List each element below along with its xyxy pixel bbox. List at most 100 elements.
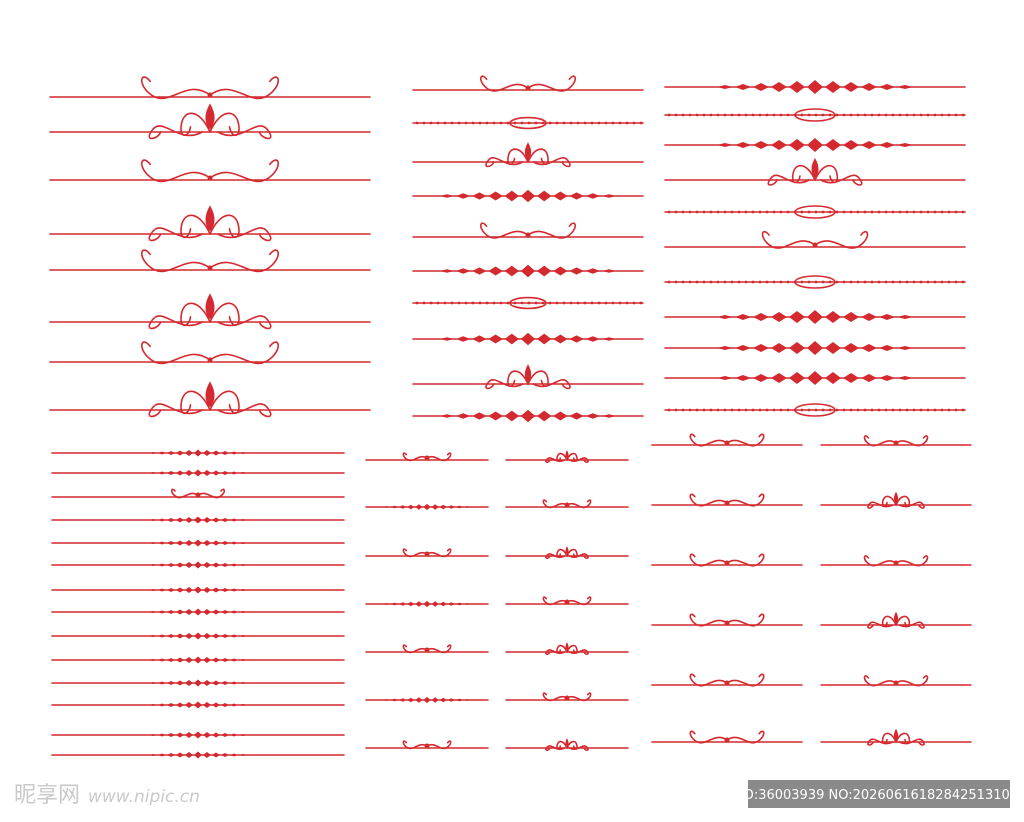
diamond xyxy=(585,193,600,199)
bead xyxy=(618,301,622,305)
flourish-leaf xyxy=(205,205,215,232)
bead xyxy=(751,280,755,284)
diamond xyxy=(585,336,600,342)
scroll xyxy=(402,740,452,750)
diamond xyxy=(239,754,247,756)
bead xyxy=(884,113,888,117)
bead xyxy=(744,280,748,284)
bead xyxy=(842,113,846,117)
bead xyxy=(695,408,699,412)
diamond xyxy=(194,731,202,739)
bead xyxy=(835,210,839,214)
bead xyxy=(800,408,804,412)
bead xyxy=(891,280,895,284)
bead xyxy=(443,301,447,305)
bead xyxy=(821,408,825,412)
bead xyxy=(709,210,713,214)
bead xyxy=(702,408,706,412)
bead xyxy=(926,408,930,412)
diamond xyxy=(212,732,220,738)
bead xyxy=(667,210,671,214)
diamond xyxy=(239,635,247,637)
bead xyxy=(506,301,510,305)
diamond xyxy=(212,562,220,568)
diamond xyxy=(212,657,220,663)
dot xyxy=(812,242,818,248)
diamond xyxy=(879,375,895,381)
bead xyxy=(828,408,832,412)
scroll xyxy=(761,230,869,249)
bead xyxy=(765,113,769,117)
bead xyxy=(667,113,671,117)
diamond xyxy=(843,82,859,92)
diamond xyxy=(439,504,447,510)
diamond xyxy=(221,634,229,638)
diamond xyxy=(825,81,841,93)
diamond xyxy=(194,449,202,457)
diamond xyxy=(158,681,166,685)
diamond xyxy=(203,562,211,568)
diamond xyxy=(415,697,423,703)
bead xyxy=(499,301,503,305)
diamond xyxy=(537,265,552,277)
bead xyxy=(940,210,944,214)
diamond xyxy=(230,703,238,707)
dot xyxy=(724,620,730,626)
dot xyxy=(424,647,430,653)
bead xyxy=(891,210,895,214)
bead xyxy=(926,113,930,117)
diamond xyxy=(203,732,211,738)
diamond xyxy=(176,680,184,686)
bead xyxy=(548,121,552,125)
bead xyxy=(583,301,587,305)
bead xyxy=(814,113,818,117)
diamond xyxy=(382,506,391,508)
diamond xyxy=(825,372,841,384)
diamond xyxy=(194,632,202,640)
bead xyxy=(772,408,776,412)
bead xyxy=(856,210,860,214)
diamond xyxy=(456,413,471,419)
bead xyxy=(905,113,909,117)
diamond xyxy=(753,344,769,352)
flourish-leaf xyxy=(205,381,215,408)
bead xyxy=(884,280,888,284)
bead xyxy=(940,408,944,412)
bead xyxy=(933,113,937,117)
diamond xyxy=(423,600,431,608)
diamond xyxy=(771,373,787,383)
diamond xyxy=(194,679,202,687)
oval xyxy=(794,403,836,417)
bead xyxy=(730,408,734,412)
bead xyxy=(898,210,902,214)
scroll xyxy=(141,341,279,365)
flourish-leaf xyxy=(565,450,569,460)
bead xyxy=(464,121,468,125)
diamond xyxy=(194,469,202,477)
scroll xyxy=(479,222,577,239)
diamond xyxy=(212,450,220,456)
flourish xyxy=(148,214,272,242)
diamond xyxy=(203,540,211,546)
diamond xyxy=(447,602,455,606)
diamond xyxy=(212,587,220,593)
diamond xyxy=(167,471,175,475)
bead xyxy=(807,113,811,117)
bead xyxy=(576,301,580,305)
diamond xyxy=(897,376,913,380)
diamond xyxy=(488,266,503,276)
diamond xyxy=(399,505,407,509)
scroll xyxy=(542,596,592,606)
diamond xyxy=(221,681,229,685)
diamond xyxy=(439,337,455,341)
diamond xyxy=(569,335,584,343)
bead xyxy=(961,408,965,412)
diamond xyxy=(735,375,751,381)
diamond xyxy=(149,472,157,474)
diamond xyxy=(149,542,157,544)
diamond xyxy=(431,504,439,510)
bead xyxy=(786,113,790,117)
diamond xyxy=(825,342,841,354)
diamond xyxy=(407,504,415,510)
